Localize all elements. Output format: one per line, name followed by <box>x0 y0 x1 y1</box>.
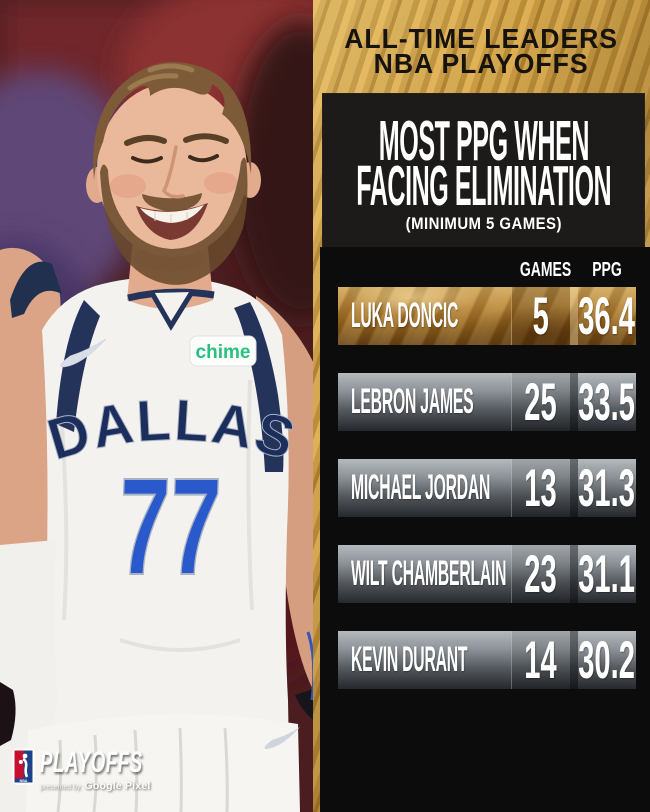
games-cell: 14 <box>511 631 570 690</box>
banner: ALL-TIME LEADERS NBA PLAYOFFS <box>313 0 650 97</box>
presented-by-line: presented by Google Pixel <box>40 780 206 792</box>
games-cell: 25 <box>511 373 570 432</box>
banner-line-2: NBA PLAYOFFS <box>374 47 589 79</box>
player-name-cell: LUKA DONCIC <box>351 296 459 335</box>
table-row: LUKA DONCIC 5 36.4 <box>338 286 636 346</box>
player-name-cell: LEBRON JAMES <box>351 382 474 421</box>
title-line-1: MOST PPG WHEN <box>378 108 589 173</box>
cell-divider <box>570 373 578 431</box>
ppg-cell: 31.3 <box>578 458 636 518</box>
games-cell: 13 <box>511 459 570 518</box>
player-name-cell: MICHAEL JORDAN <box>351 468 491 507</box>
games-cell: 5 <box>511 287 570 346</box>
table-row: LEBRON JAMES 25 33.5 <box>338 372 636 432</box>
cell-divider <box>570 545 578 603</box>
column-header-games: GAMES <box>519 259 572 281</box>
nba-logo: NBA <box>12 748 35 785</box>
cell-divider <box>570 287 578 345</box>
leaders-table: GAMES PPG LUKA DONCIC 5 36.4 LEBRON JAME… <box>320 247 650 812</box>
title-qualifier: (MINIMUM 5 GAMES) <box>405 213 562 233</box>
ppg-cell: 31.1 <box>578 544 636 604</box>
cell-divider <box>570 631 578 689</box>
games-cell: 23 <box>511 545 570 604</box>
player-photo: chime DALLAS 77 NBA <box>0 0 316 812</box>
svg-text:chime: chime <box>196 342 251 363</box>
nba-logo-label: NBA <box>20 779 28 783</box>
banner-line-1: ALL-TIME LEADERS <box>344 22 619 54</box>
presented-by-text: presented by <box>40 784 81 791</box>
table-rows: LUKA DONCIC 5 36.4 LEBRON JAMES 25 33.5 … <box>338 287 636 717</box>
column-headers: GAMES PPG <box>338 259 636 281</box>
sponsor-name: Google Pixel <box>84 780 151 792</box>
ppg-cell: 30.2 <box>578 630 636 690</box>
ppg-cell: 36.4 <box>578 286 636 346</box>
nike-swoosh-icon <box>60 338 107 368</box>
player-figure: chime DALLAS 77 <box>0 62 316 812</box>
player-photo-illustration: chime DALLAS 77 <box>0 0 316 812</box>
table-row: KEVIN DURANT 14 30.2 <box>338 630 636 690</box>
title-box: MOST PPG WHEN FACING ELIMINATION (MINIMU… <box>322 93 645 251</box>
stats-panel: ALL-TIME LEADERS NBA PLAYOFFS MOST PPG W… <box>313 0 650 812</box>
player-name-cell: WILT CHAMBERLAIN <box>351 554 507 593</box>
player-name-cell: KEVIN DURANT <box>351 640 468 679</box>
cell-divider <box>570 459 578 517</box>
jersey-number-text: 77 <box>116 450 223 604</box>
playoffs-wordmark: PLAYOFFS <box>40 746 143 779</box>
nike-swoosh-shorts-icon <box>264 727 300 749</box>
table-row: WILT CHAMBERLAIN 23 31.1 <box>338 544 636 604</box>
title-line-2: FACING ELIMINATION <box>356 153 611 218</box>
column-header-ppg: PPG <box>592 259 622 281</box>
chime-logo: chime <box>189 335 257 367</box>
playoffs-lockup: NBA PLAYOFFS presented by Google Pixel <box>12 748 206 792</box>
ppg-cell: 33.5 <box>578 372 636 432</box>
table-row: MICHAEL JORDAN 13 31.3 <box>338 458 636 518</box>
